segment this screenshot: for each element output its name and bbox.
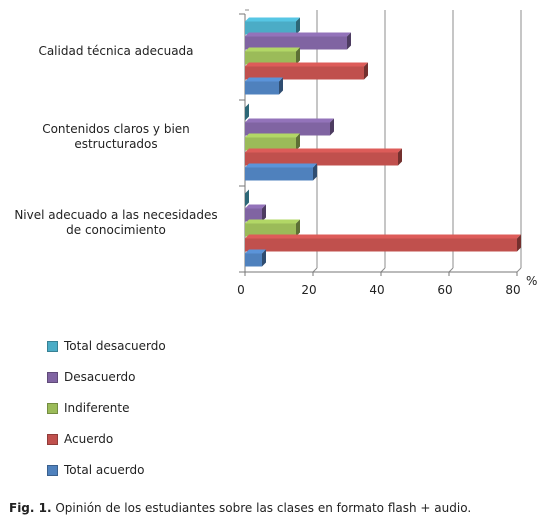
bar-side — [296, 219, 300, 237]
bar — [245, 32, 351, 50]
category-label-line: Calidad técnica adecuada — [38, 43, 194, 58]
x-tick-labels: 0 20 40 60 80 — [237, 283, 520, 297]
bar-front — [245, 51, 296, 65]
figure-caption: Fig. 1. Opinión de los estudiantes sobre… — [9, 501, 471, 515]
x-tick-label: 0 — [237, 283, 245, 297]
bar-front — [245, 167, 313, 181]
bar-top — [245, 77, 283, 82]
x-tick-label: 40 — [369, 283, 384, 297]
legend-swatch — [47, 433, 58, 445]
bar-side — [296, 17, 300, 35]
bar — [245, 234, 521, 252]
bar-top — [245, 32, 351, 37]
legend-item: Total desacuerdo — [47, 338, 166, 354]
legend-label: Acuerdo — [64, 432, 114, 446]
category-label: Calidad técnica adecuada — [0, 44, 232, 59]
legend-swatch — [47, 371, 58, 383]
bar-top — [245, 118, 334, 123]
bar-front — [245, 152, 398, 166]
caption-text: Opinión de los estudiantes sobre las cla… — [51, 501, 472, 515]
category-label-line: Contenidos claros y bien — [42, 122, 190, 136]
category-label-line: de conocimiento — [66, 223, 166, 237]
bar-top — [245, 234, 521, 239]
category-label: Contenidos claros y bien estructurados — [0, 122, 232, 152]
gridline-diag — [312, 267, 318, 273]
legend-item: Desacuerdo — [47, 369, 136, 385]
bar-side — [262, 204, 266, 222]
bar-top — [245, 62, 368, 67]
category-label-line: estructurados — [74, 137, 158, 151]
bar-chart: 0 20 40 60 80 % — [237, 9, 537, 297]
bars — [245, 17, 521, 267]
bar-top — [245, 133, 300, 138]
legend-item: Total acuerdo — [47, 462, 144, 478]
bar-top — [245, 219, 300, 224]
bar-front — [245, 66, 364, 80]
bar-top — [245, 204, 266, 209]
unit-label: % — [526, 274, 537, 288]
bar — [245, 47, 300, 65]
legend-label: Indiferente — [64, 401, 130, 415]
bar — [245, 163, 317, 181]
bar-top — [245, 249, 266, 254]
legend-label: Total acuerdo — [64, 463, 145, 477]
bar-top — [245, 163, 317, 168]
bar-front — [245, 223, 296, 237]
bar-side — [262, 249, 266, 267]
legend-swatch — [47, 464, 58, 476]
category-label-line: Nivel adecuado a las necesidades — [14, 208, 218, 222]
bar — [245, 133, 300, 151]
bar-side — [364, 62, 368, 80]
caption-prefix: Fig. 1. — [9, 501, 52, 515]
bar — [245, 62, 368, 80]
bar-side — [296, 133, 300, 151]
category-label: Nivel adecuado a las necesidades de conoc… — [0, 208, 232, 238]
legend-label: Total desacuerdo — [64, 339, 166, 353]
x-tick-label: 60 — [437, 283, 452, 297]
bar-front — [245, 122, 330, 136]
bar — [245, 118, 334, 136]
bar-side — [296, 47, 300, 65]
bar-side — [517, 234, 521, 252]
bar-side — [245, 189, 249, 207]
legend-label: Desacuerdo — [64, 370, 136, 384]
bar-side — [313, 163, 317, 181]
bar-front — [245, 253, 262, 267]
bar-front — [245, 81, 279, 95]
gridlines — [312, 10, 522, 273]
bar — [245, 189, 249, 207]
bar-side — [330, 118, 334, 136]
bar — [245, 148, 402, 166]
bar-top — [245, 47, 300, 52]
bar-side — [347, 32, 351, 50]
bar-front — [245, 36, 347, 50]
bar-side — [245, 103, 249, 121]
gridline-diag — [448, 267, 454, 273]
legend-item: Acuerdo — [47, 431, 113, 447]
bar-front — [245, 21, 296, 35]
bar-top — [245, 148, 402, 153]
gridline-diag — [380, 267, 386, 273]
legend-swatch — [47, 402, 58, 414]
bar-top — [245, 17, 300, 22]
bar — [245, 204, 266, 222]
bar-front — [245, 137, 296, 151]
bar — [245, 77, 283, 95]
legend-item: Indiferente — [47, 400, 129, 416]
bar — [245, 103, 249, 121]
bar-side — [398, 148, 402, 166]
gridline-diag — [516, 267, 522, 273]
bar-side — [279, 77, 283, 95]
bar — [245, 17, 300, 35]
bar-front — [245, 208, 262, 222]
legend-swatch — [47, 340, 58, 352]
bar — [245, 249, 266, 267]
x-tick-label: 80 — [505, 283, 520, 297]
bar — [245, 219, 300, 237]
x-tick-label: 20 — [301, 283, 316, 297]
bar-front — [245, 238, 517, 252]
